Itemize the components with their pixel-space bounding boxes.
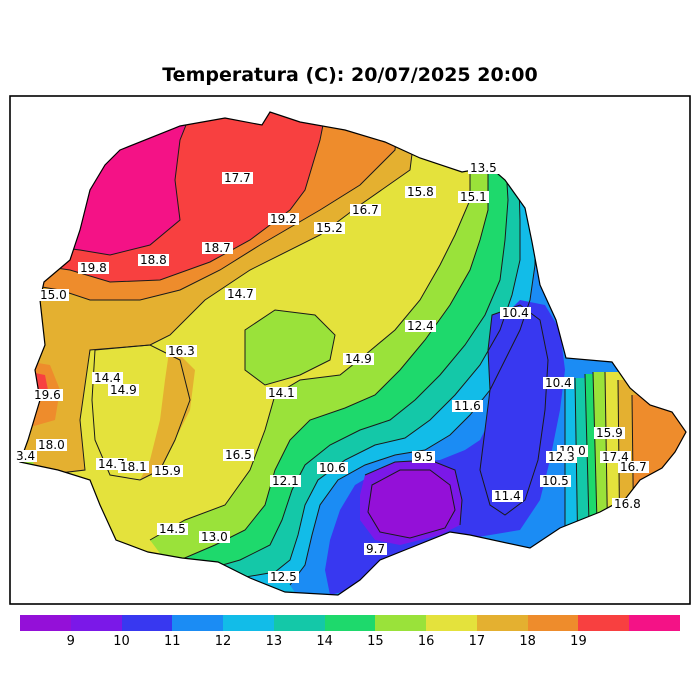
- band-10-11-inner: [480, 305, 548, 515]
- legend-swatch: [70, 615, 122, 631]
- station-label: 18.0: [36, 438, 67, 452]
- station-label: 15.1: [458, 190, 489, 204]
- legend-tick-label: 9: [66, 634, 75, 649]
- station-label: 11.6: [452, 399, 483, 413]
- station-label: 18.8: [138, 253, 169, 267]
- station-label: 10.6: [317, 461, 348, 475]
- station-label: 16.7: [350, 203, 381, 217]
- legend-swatch: [172, 615, 224, 631]
- station-label: 16.3: [166, 344, 197, 358]
- legend-tick-label: 16: [417, 634, 435, 649]
- legend-tick-label: 12: [214, 634, 232, 649]
- station-label: 17.4: [600, 450, 631, 464]
- station-label: 10.4: [500, 306, 531, 320]
- legend-swatch: [578, 615, 630, 631]
- station-label: 15.2: [314, 221, 345, 235]
- station-label: 13.5: [468, 161, 499, 175]
- legend-tick-label: 14: [316, 634, 333, 649]
- plot-frame: [9, 95, 691, 605]
- isotherm-fill: [20, 112, 686, 595]
- station-label: 12.3: [546, 450, 577, 464]
- station-label: 15.9: [594, 426, 625, 440]
- isotherm-lines: [20, 112, 635, 586]
- legend-swatch: [20, 615, 71, 631]
- legend-tick-label: 18: [519, 634, 536, 649]
- station-label: 16.5: [223, 448, 254, 462]
- station-label: 19.6: [32, 388, 63, 402]
- state-border: [19, 111, 687, 596]
- station-label: 17.7: [222, 171, 253, 185]
- band-17-18-center: [140, 345, 195, 480]
- legend-tick-label: 10: [113, 634, 130, 649]
- legend-swatch: [223, 615, 274, 631]
- station-label: 19.2: [268, 212, 299, 226]
- station-label: 12.4: [405, 319, 436, 333]
- station-label: 16.7: [618, 460, 649, 474]
- station-label: 12.1: [270, 474, 301, 488]
- station-label: 14.9: [108, 383, 139, 397]
- legend-tick-label: 13: [265, 634, 283, 649]
- band-8-9: [368, 470, 455, 538]
- legend-swatch: [527, 615, 579, 631]
- band-15-16-inner: [245, 310, 335, 385]
- station-label: 14.5: [157, 522, 188, 536]
- legend-swatch: [324, 615, 376, 631]
- station-label: 14.7: [225, 287, 256, 301]
- map-title: Temperatura (C): 20/07/2025 20:00: [162, 64, 538, 86]
- station-label: 11.4: [492, 489, 523, 503]
- station-label: 14.4: [92, 371, 123, 385]
- legend-swatch: [375, 615, 427, 631]
- station-label: 10.4: [543, 376, 574, 390]
- station-label: 3.4: [14, 449, 38, 463]
- station-label: 16.8: [612, 497, 643, 511]
- station-label: 19.8: [78, 261, 109, 275]
- station-label: 18.7: [202, 241, 233, 255]
- station-label: 12.5: [268, 570, 299, 584]
- station-label: 14.1: [266, 386, 297, 400]
- legend-swatch: [629, 615, 680, 631]
- legend-tick-label: 15: [367, 634, 384, 649]
- legend-tick-label: 19: [570, 634, 587, 649]
- station-label: 18.1: [118, 460, 149, 474]
- legend-tick-label: 11: [164, 634, 181, 649]
- station-label: 13.0: [199, 530, 230, 544]
- station-label: 9.7: [364, 542, 388, 556]
- legend-swatch: [476, 615, 528, 631]
- station-label: 14.9: [343, 352, 374, 366]
- legend-swatch: [426, 615, 477, 631]
- color-legend: [20, 615, 680, 631]
- station-label: 15.8: [405, 185, 436, 199]
- legend-swatch: [273, 615, 325, 631]
- station-label: 15.0: [38, 288, 69, 302]
- legend-swatch: [121, 615, 173, 631]
- station-label: 9.5: [412, 450, 436, 464]
- station-label: 15.9: [152, 464, 183, 478]
- station-label: 10.5: [540, 474, 571, 488]
- legend-tick-label: 17: [468, 634, 486, 649]
